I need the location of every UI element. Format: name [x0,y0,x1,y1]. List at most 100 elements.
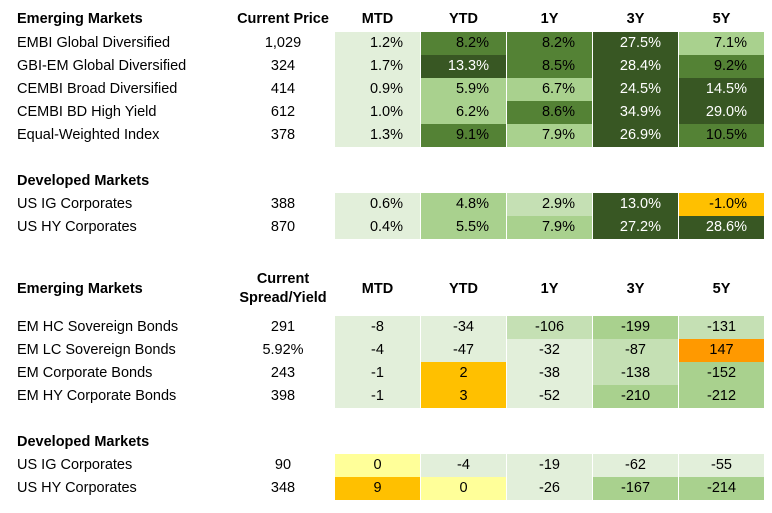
row-label: US IG Corporates [17,457,133,473]
5y-cell: -212 [679,385,764,408]
table-row: US IG Corporates 388 0.6% 4.8% 2.9% 13.0… [0,193,772,216]
3y-cell: -138 [593,362,678,385]
row-label: US IG Corporates [17,196,133,212]
1y-cell: -106 [507,316,592,339]
mtd-cell: -4 [335,339,420,362]
mtd-cell: 9 [335,477,420,500]
developed-markets-heading: Developed Markets [17,434,150,450]
table2-header-row: Emerging Markets Current Spread/Yield MT… [0,266,772,312]
price-cell: 870 [270,219,296,235]
3y-cell: -167 [593,477,678,500]
3y-cell: 34.9% [593,101,678,124]
5y-cell: 14.5% [679,78,764,101]
1y-cell: 6.7% [507,78,592,101]
5y-cell: -55 [679,454,764,477]
mtd-cell: 0.6% [335,193,420,216]
5y-cell: 10.5% [679,124,764,147]
price-cell: 324 [270,58,296,74]
table-row: CEMBI BD High Yield 612 1.0% 6.2% 8.6% 3… [0,101,772,124]
3y-cell: 28.4% [593,55,678,78]
spread-cell: 5.92% [262,342,304,358]
price-cell: 378 [270,127,296,143]
1y-header: 1Y [540,281,559,297]
mtd-cell: 0 [335,454,420,477]
section-heading-row: Developed Markets [0,170,772,193]
mtd-cell: 1.7% [335,55,420,78]
ytd-cell: 13.3% [421,55,506,78]
spread-cell: 291 [270,319,296,335]
3y-cell: 26.9% [593,124,678,147]
3y-cell: 24.5% [593,78,678,101]
1y-cell: -38 [507,362,592,385]
5y-cell: -131 [679,316,764,339]
table-row: US HY Corporates 870 0.4% 5.5% 7.9% 27.2… [0,216,772,239]
ytd-cell: 5.9% [421,78,506,101]
3y-cell: 13.0% [593,193,678,216]
table-row: EM LC Sovereign Bonds 5.92% -4 -47 -32 -… [0,339,772,362]
1y-cell: -32 [507,339,592,362]
table-row: GBI-EM Global Diversified 324 1.7% 13.3%… [0,55,772,78]
row-label: CEMBI Broad Diversified [17,81,178,97]
mtd-cell: 0.4% [335,216,420,239]
ytd-cell: 6.2% [421,101,506,124]
table2-section-title: Emerging Markets [17,281,143,297]
price-cell: 414 [270,81,296,97]
row-label: GBI-EM Global Diversified [17,58,187,74]
1y-cell: -26 [507,477,592,500]
header-line-1: Current [256,271,310,287]
3y-cell: 27.5% [593,32,678,55]
1y-cell: 8.2% [507,32,592,55]
table1-header-row: Emerging Markets Current Price MTD YTD 1… [0,8,772,31]
5y-cell: 9.2% [679,55,764,78]
row-label: Equal-Weighted Index [17,127,160,143]
row-label: EM LC Sovereign Bonds [17,342,176,358]
ytd-cell: -4 [421,454,506,477]
price-cell: 612 [270,104,296,120]
current-price-header: Current Price [237,11,329,27]
5y-header: 5Y [712,11,731,27]
spread-cell: 398 [270,388,296,404]
spread-cell: 348 [270,480,296,496]
mtd-cell: 0.9% [335,78,420,101]
ytd-header: YTD [449,281,478,297]
ytd-cell: 2 [421,362,506,385]
1y-cell: 7.9% [507,124,592,147]
ytd-cell: -47 [421,339,506,362]
5y-cell: 29.0% [679,101,764,124]
1y-cell: 8.5% [507,55,592,78]
row-label: US HY Corporates [17,219,137,235]
row-label: CEMBI BD High Yield [17,104,157,120]
header-line-2: Spread/Yield [239,290,327,306]
developed-markets-heading: Developed Markets [17,173,150,189]
ytd-cell: -34 [421,316,506,339]
row-label: EM Corporate Bonds [17,365,153,381]
3y-cell: -210 [593,385,678,408]
1y-cell: -52 [507,385,592,408]
mtd-cell: 1.2% [335,32,420,55]
5y-cell: -152 [679,362,764,385]
spread-cell: 243 [270,365,296,381]
3y-cell: -199 [593,316,678,339]
mtd-header: MTD [361,11,394,27]
mtd-cell: 1.3% [335,124,420,147]
section-heading-row: Developed Markets [0,431,772,454]
mtd-header: MTD [361,281,394,297]
1y-cell: 7.9% [507,216,592,239]
5y-cell: -1.0% [679,193,764,216]
mtd-cell: 1.0% [335,101,420,124]
ytd-cell: 0 [421,477,506,500]
row-label: EMBI Global Diversified [17,35,171,51]
ytd-cell: 4.8% [421,193,506,216]
row-label: EM HY Corporate Bonds [17,388,177,404]
table-row: US HY Corporates 348 9 0 -26 -167 -214 [0,477,772,500]
current-spread-yield-header: Current Spread/Yield [232,266,334,312]
1y-cell: 2.9% [507,193,592,216]
ytd-cell: 8.2% [421,32,506,55]
3y-header: 3Y [626,281,645,297]
table-row: EM HC Sovereign Bonds 291 -8 -34 -106 -1… [0,316,772,339]
ytd-cell: 5.5% [421,216,506,239]
table1-section-title: Emerging Markets [17,11,143,27]
5y-cell: 147 [679,339,764,362]
row-label: EM HC Sovereign Bonds [17,319,179,335]
5y-header: 5Y [712,281,731,297]
